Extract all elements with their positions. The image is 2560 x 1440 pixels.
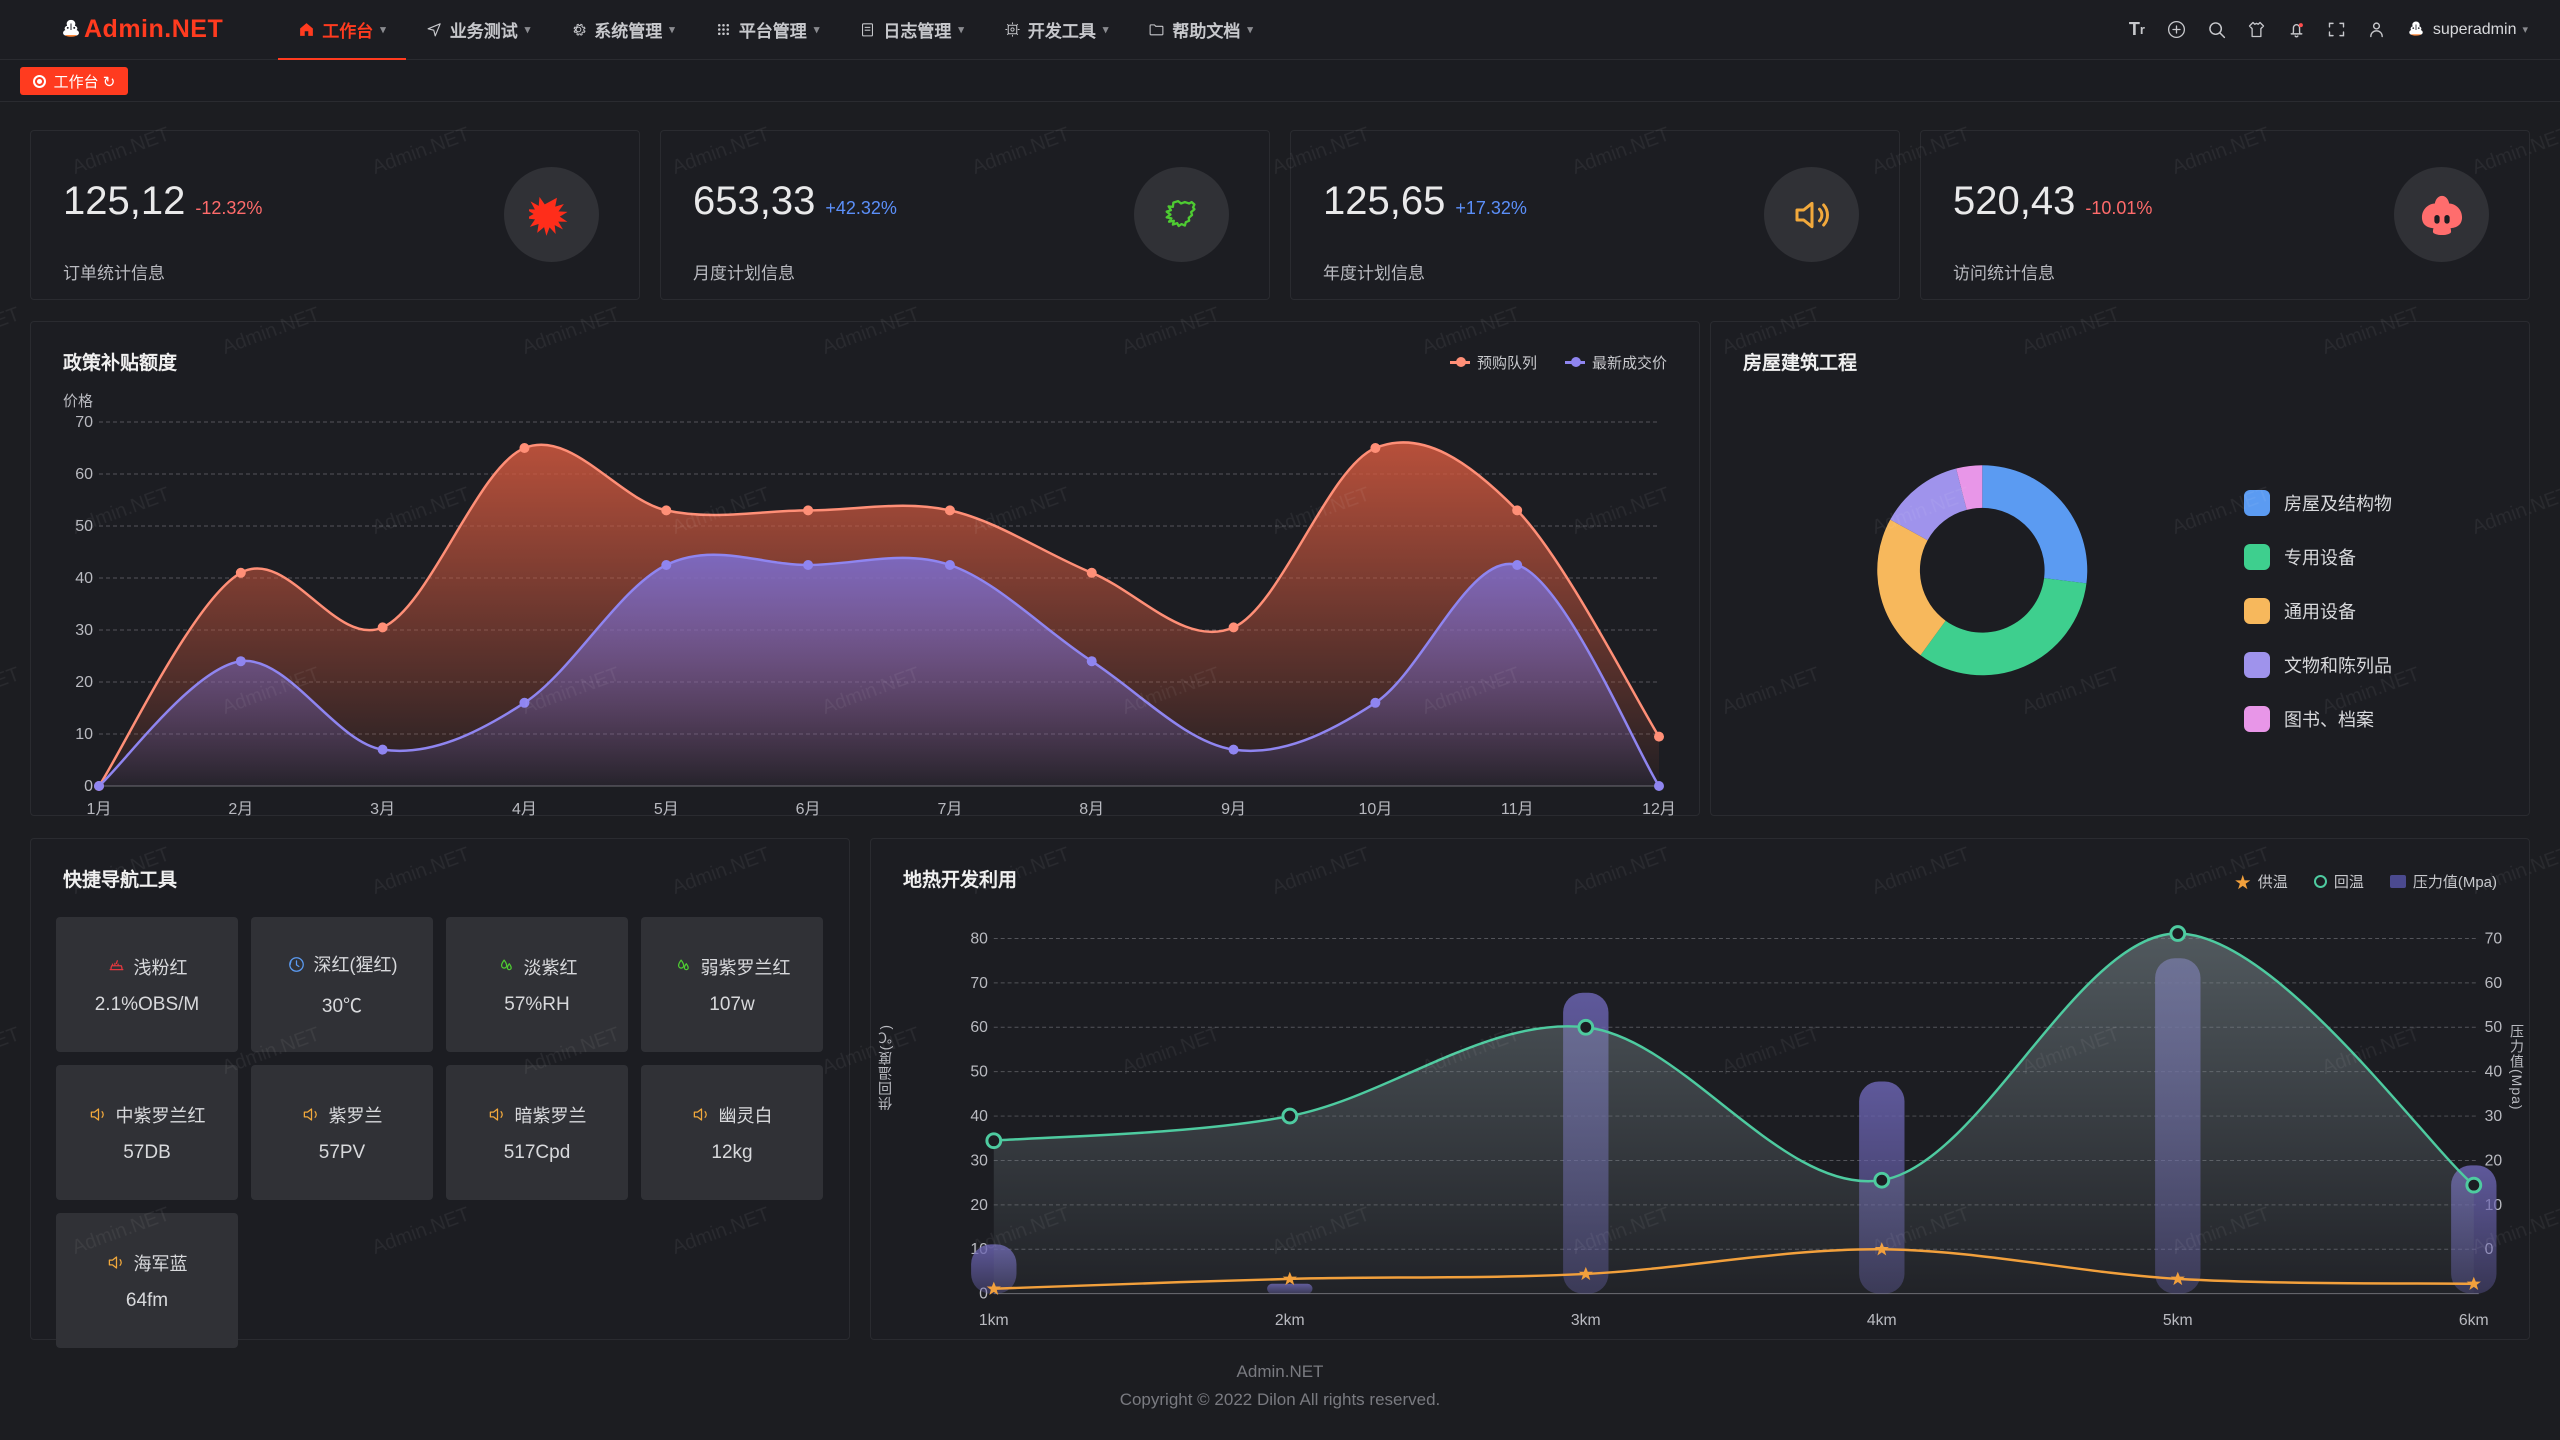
svg-text:40: 40 [75, 570, 93, 587]
svg-text:5km: 5km [2163, 1312, 2193, 1329]
svg-text:9月: 9月 [1221, 801, 1246, 818]
svg-text:10月: 10月 [1358, 801, 1392, 818]
svg-text:60: 60 [75, 466, 93, 483]
svg-text:12月: 12月 [1642, 801, 1676, 818]
svg-text:0: 0 [84, 778, 93, 795]
svg-text:50: 50 [970, 1064, 988, 1081]
svg-text:6月: 6月 [796, 801, 821, 818]
svg-text:1km: 1km [979, 1312, 1009, 1329]
svg-text:70: 70 [75, 414, 93, 431]
svg-text:11月: 11月 [1501, 801, 1534, 818]
svg-text:10: 10 [75, 726, 93, 743]
svg-text:7月: 7月 [937, 801, 962, 818]
svg-text:70: 70 [970, 975, 988, 992]
svg-text:60: 60 [970, 1019, 988, 1036]
svg-text:50: 50 [75, 518, 93, 535]
svg-text:6km: 6km [2459, 1312, 2489, 1329]
svg-text:8月: 8月 [1079, 801, 1104, 818]
svg-text:70: 70 [2485, 930, 2503, 947]
svg-text:40: 40 [970, 1108, 988, 1125]
svg-text:50: 50 [2485, 1019, 2503, 1036]
svg-text:20: 20 [75, 674, 93, 691]
svg-text:20: 20 [970, 1197, 988, 1214]
svg-text:2月: 2月 [228, 801, 253, 818]
svg-text:4km: 4km [1867, 1312, 1897, 1329]
svg-text:80: 80 [970, 930, 988, 947]
svg-text:2km: 2km [1275, 1312, 1305, 1329]
svg-text:30: 30 [970, 1152, 988, 1169]
svg-text:40: 40 [2485, 1064, 2503, 1081]
svg-text:1月: 1月 [87, 801, 112, 818]
svg-text:30: 30 [2485, 1108, 2503, 1125]
svg-text:60: 60 [2485, 975, 2503, 992]
svg-text:3km: 3km [1571, 1312, 1601, 1329]
svg-text:20: 20 [2485, 1152, 2503, 1169]
svg-text:3月: 3月 [370, 801, 395, 818]
svg-text:5月: 5月 [654, 801, 679, 818]
svg-text:4月: 4月 [512, 801, 537, 818]
svg-text:30: 30 [75, 622, 93, 639]
